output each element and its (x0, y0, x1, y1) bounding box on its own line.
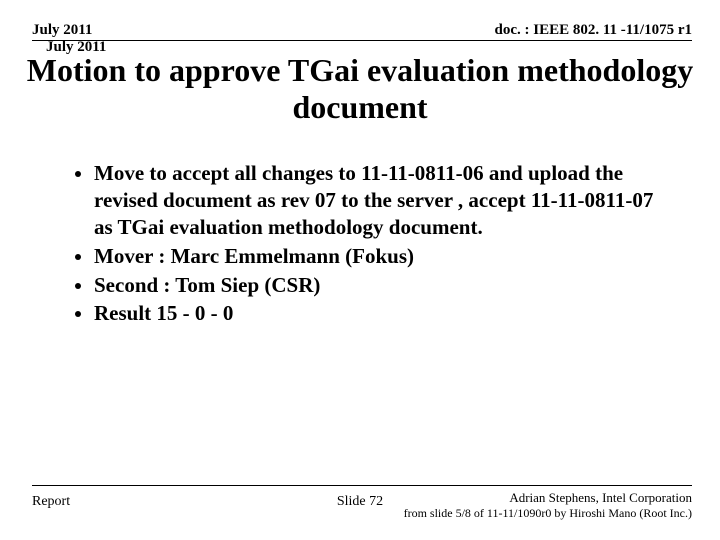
footer-right: Adrian Stephens, Intel Corporation from … (404, 490, 692, 522)
list-item: Result 15 - 0 - 0 (94, 300, 670, 327)
footer-rule (32, 485, 692, 486)
list-item: Move to accept all changes to 11-11-0811… (94, 160, 670, 241)
header-date-line1: July 2011 (32, 22, 92, 38)
footer-author: Adrian Stephens, Intel Corporation (404, 490, 692, 507)
slide-body: Move to accept all changes to 11-11-0811… (72, 160, 670, 329)
header-doc-ref: doc. : IEEE 802. 11 -11/1075 r1 (494, 22, 692, 39)
list-item: Mover : Marc Emmelmann (Fokus) (94, 243, 670, 270)
slide: July 2011 July 2011 doc. : IEEE 802. 11 … (0, 0, 720, 540)
header-rule (32, 40, 692, 41)
list-item: Second : Tom Siep (CSR) (94, 272, 670, 299)
slide-title: Motion to approve TGai evaluation method… (0, 52, 720, 126)
header-date: July 2011 July 2011 (32, 22, 106, 55)
footer-source: from slide 5/8 of 11-11/1090r0 by Hirosh… (404, 506, 692, 522)
bullet-list: Move to accept all changes to 11-11-0811… (72, 160, 670, 327)
